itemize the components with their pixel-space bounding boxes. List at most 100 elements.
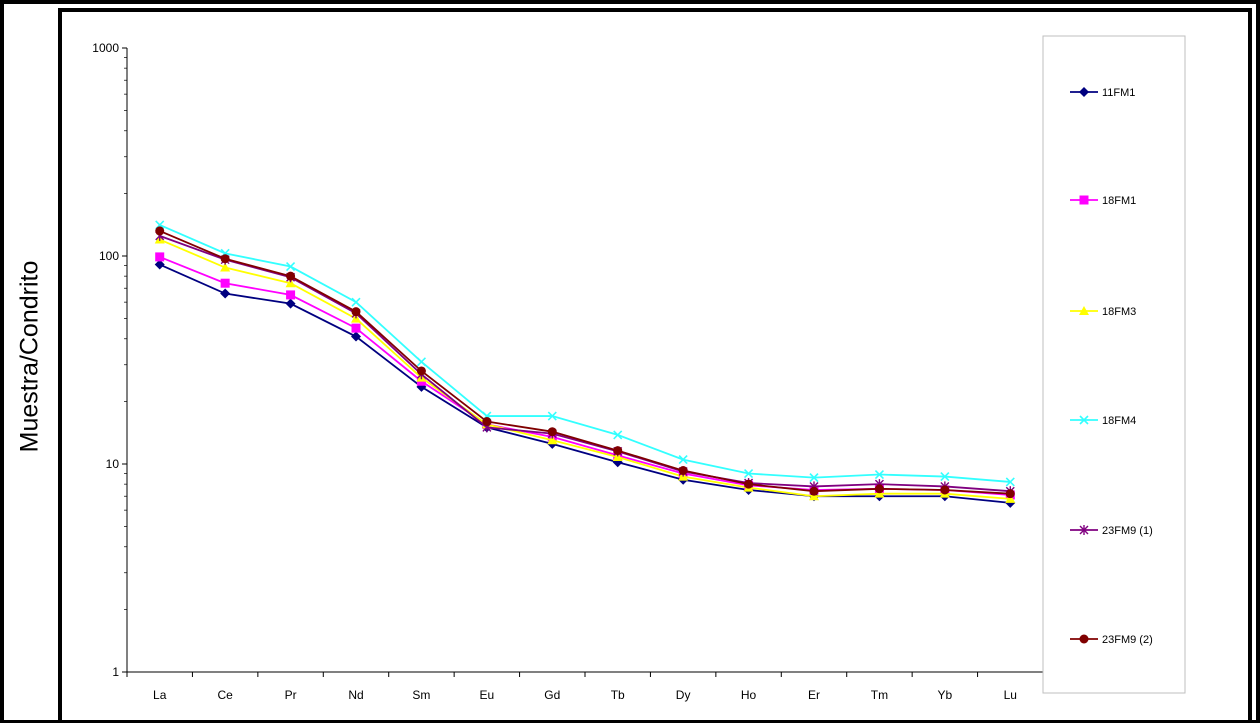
data-point [155,226,165,236]
legend-entry: 18FM1 [1070,195,1136,207]
marker-shape [809,473,819,483]
marker-shape [154,259,165,270]
series-line [159,234,1011,493]
data-point [874,484,884,494]
x-tick-label: Tm [871,688,888,702]
marker-shape [744,468,754,479]
data-point [678,455,688,465]
data-point [744,479,754,489]
data-point [220,288,231,299]
legend-entry: 23FM9 (1) [1070,525,1153,537]
legend-label: 23FM9 (1) [1102,525,1153,537]
marker-shape [220,288,231,299]
x-tick-label: Pr [285,688,297,702]
x-tick-label: Ce [217,688,233,702]
y-tick-label: 100 [99,249,119,263]
data-point [351,323,361,333]
legend-box [1042,35,1186,694]
marker-shape [1079,415,1089,425]
data-point [285,278,296,288]
series-18fm4 [155,220,1015,487]
x-tick-label: Ho [741,688,757,702]
marker-shape [351,297,361,307]
marker-shape [940,485,950,495]
marker-shape [220,278,230,288]
data-point [809,491,819,501]
marker-shape [416,366,426,376]
marker-shape [286,271,296,281]
data-point [547,427,557,437]
data-point [286,271,296,281]
marker-shape [286,290,296,300]
marker-shape [1079,195,1089,205]
legend-label: 11FM1 [1102,87,1135,99]
legend-entry: 18FM4 [1070,415,1136,427]
marker-shape [940,472,950,482]
marker-shape [678,455,688,465]
data-point [547,435,558,445]
data-point [547,411,557,421]
plot-area [154,220,1016,508]
marker-shape [220,262,231,272]
marker-shape [285,298,296,309]
x-tick-label: Dy [676,688,691,702]
y-axis-label: Muestra/Condrito [15,260,44,453]
data-point [286,290,296,300]
data-point [285,298,296,309]
data-point [940,485,950,495]
marker-shape [351,331,361,342]
y-tick-label: 1000 [92,41,119,55]
marker-shape [874,469,884,480]
marker-shape [613,446,623,456]
series-line [159,224,1011,483]
legend-marker [1079,415,1089,425]
marker-shape [285,278,296,288]
data-point [351,331,361,342]
marker-shape [155,252,165,262]
data-point [940,472,950,482]
data-point [874,469,884,480]
x-tick-label: Lu [1004,688,1017,702]
marker-shape [744,479,754,489]
marker-shape [351,323,361,333]
data-point [612,452,623,462]
legend-entry: 11FM1 [1070,87,1135,99]
data-point [613,430,623,440]
axes: 1 10 100 1000 La Ce Pr Nd Sm Eu Gd Tb Dy Ho Er Tm Yb Lu [92,41,1044,702]
x-tick-label: Nd [348,688,363,702]
data-point [286,261,296,272]
x-tick-label: Gd [544,688,560,702]
x-tick-label: Sm [412,688,430,702]
marker-shape [612,452,623,462]
legend-label: 18FM4 [1102,415,1136,427]
data-point [613,446,623,456]
legend-label: 18FM1 [1102,195,1136,207]
data-point [809,473,819,483]
marker-shape [547,435,558,445]
marker-shape [1005,493,1016,503]
legend-entry: 18FM3 [1070,306,1136,318]
marker-shape [547,411,557,421]
y-tick-label: 10 [106,457,120,471]
data-point [351,297,361,307]
x-tick-label: La [153,688,167,702]
marker-shape [1079,306,1089,315]
data-point [220,262,231,272]
legend-entry: 23FM9 (2) [1070,634,1153,646]
marker-shape [1079,87,1089,97]
marker-shape [416,357,426,367]
marker-shape [155,226,165,236]
data-point [351,307,361,317]
chart-area-border [58,8,1252,723]
marker-shape [547,427,557,437]
legend-marker [1079,87,1089,97]
marker-shape [351,307,361,317]
marker-shape [678,466,688,476]
data-point [809,486,819,496]
data-point [416,366,426,376]
legend-label: 23FM9 (2) [1102,634,1153,646]
marker-shape [874,484,884,494]
series-line [159,263,1011,504]
data-point [1005,493,1016,503]
